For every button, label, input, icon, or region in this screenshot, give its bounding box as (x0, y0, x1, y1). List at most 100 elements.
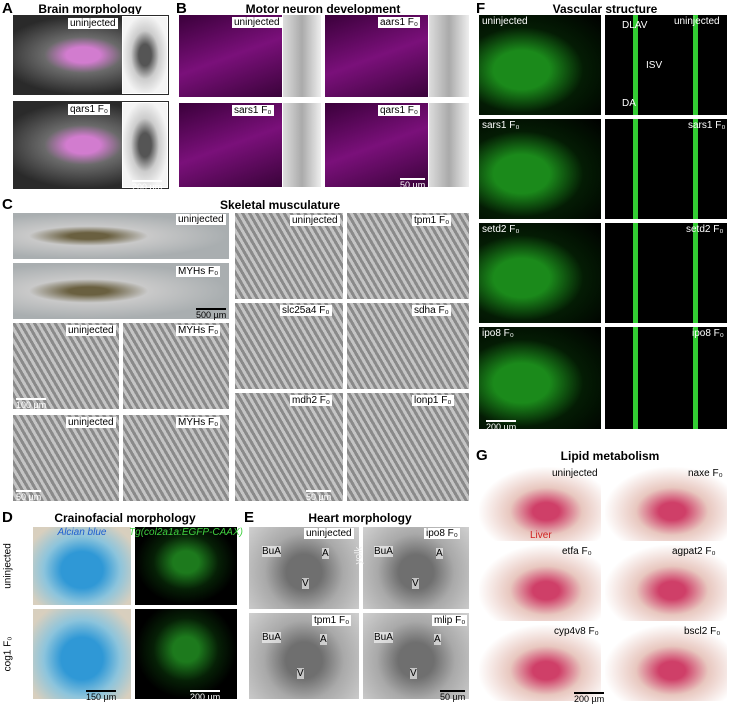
liver-label: Liver (530, 530, 552, 541)
micrograph (346, 212, 470, 300)
tile-label: etfa F₀ (562, 546, 592, 557)
panel-letter: A (2, 0, 13, 17)
tile-label: aars1 F₀ (378, 17, 421, 28)
micrograph (122, 414, 230, 502)
tile-label: bscl2 F₀ (684, 626, 721, 637)
scale-bar: 50 µm (306, 490, 332, 502)
tile-label: tpm1 F₀ (412, 215, 452, 226)
tile-label: uninjected (290, 215, 340, 226)
micrograph (604, 118, 728, 220)
tile-label: uninjected (68, 18, 118, 29)
scale-bar: 200 µm (190, 690, 221, 702)
panel-title: Motor neuron development (245, 2, 401, 16)
micrograph (282, 102, 322, 188)
panel-letter: D (2, 509, 13, 526)
micrograph (346, 392, 470, 502)
panel-title: Crainofacial morphology (54, 511, 196, 525)
column-label: Tg(col2a1a:EGFP-CAAX) (129, 527, 243, 538)
micrograph (428, 102, 470, 188)
tile-label: uninjected (66, 417, 116, 428)
micrograph (478, 466, 602, 542)
tile-label: sdha F₀ (412, 305, 451, 316)
panel-letter: G (476, 447, 488, 464)
micrograph (248, 612, 360, 700)
micrograph (122, 16, 168, 94)
annotation: BuA (262, 632, 281, 643)
micrograph (604, 326, 728, 430)
scale-bar: 200 µm (574, 692, 605, 704)
scale-bar: 50 µm (440, 690, 466, 702)
tile-label: ipo8 F₀ (424, 528, 460, 539)
tile-label: uninjected (482, 16, 528, 27)
annotation: ISV (646, 60, 663, 71)
annotation: BuA (374, 546, 393, 557)
row-label: uninjected (2, 543, 14, 589)
tile-label: sars1 F₀ (232, 105, 274, 116)
micrograph (32, 526, 132, 606)
micrograph (134, 608, 238, 700)
row-label: cog1 F₀ (2, 636, 14, 672)
micrograph (362, 526, 470, 610)
micrograph (122, 322, 230, 410)
tile-label: mlip F₀ (432, 615, 468, 626)
annotation: V (297, 668, 304, 679)
tile-label: cyp4v8 F₀ (554, 626, 599, 637)
micrograph (234, 302, 344, 390)
tile-label: sars1 F₀ (482, 120, 520, 131)
panel-title: Vascular structure (552, 2, 658, 16)
tile-label: setd2 F₀ (686, 224, 724, 235)
micrograph (478, 222, 602, 324)
micrograph (282, 14, 322, 98)
tile-label: uninjected (66, 325, 116, 336)
tile-label: MYHs F₀ (176, 417, 221, 428)
tile-label: uninjected (674, 16, 720, 27)
micrograph (12, 414, 120, 502)
micrograph (248, 526, 360, 610)
scale-bar: 200 µm (132, 180, 163, 192)
annotation: V (302, 578, 309, 589)
micrograph (12, 322, 120, 410)
micrograph (478, 326, 602, 430)
tile-label: uninjected (552, 468, 598, 479)
micrograph (362, 612, 470, 700)
scale-bar: 500 µm (196, 308, 227, 320)
tile-label: MYHs F₀ (176, 325, 221, 336)
panel-title: Lipid metabolism (560, 449, 660, 463)
micrograph (478, 624, 602, 702)
micrograph (32, 608, 132, 700)
tile-label: qars1 F₀ (68, 104, 111, 115)
scale-bar: 50 µm (16, 490, 42, 502)
tile-label: mdh2 F₀ (290, 395, 333, 406)
annotation: DA (622, 98, 636, 109)
annotation: V (410, 668, 417, 679)
panel-letter: B (176, 0, 187, 17)
scale-bar: 200 µm (486, 420, 517, 432)
tile-label: sars1 F₀ (688, 120, 726, 131)
micrograph (134, 526, 238, 606)
micrograph (478, 544, 602, 622)
annotation: A (320, 634, 327, 645)
panel-letter: C (2, 196, 13, 213)
annotation: DLAV (622, 20, 648, 31)
annotation: BuA (262, 546, 281, 557)
micrograph (234, 392, 344, 502)
panel-title: Brain morphology (38, 2, 142, 16)
annotation: A (436, 548, 443, 559)
column-label: Alcian blue (57, 527, 107, 538)
annotation: A (434, 634, 441, 645)
scale-bar: 150 µm (86, 690, 117, 702)
micrograph (234, 212, 344, 300)
tile-label: lonp1 F₀ (412, 395, 454, 406)
annotation: V (412, 578, 419, 589)
scale-bar: 50 µm (400, 178, 426, 190)
tile-label: ipo8 F₀ (482, 328, 514, 339)
micrograph (604, 222, 728, 324)
annotation: yolk (353, 546, 365, 565)
micrograph (346, 302, 470, 390)
panel-title: Heart morphology (308, 511, 412, 525)
panel-title: Skeletal musculature (219, 198, 341, 212)
micrograph (604, 14, 728, 116)
tile-label: uninjected (176, 214, 226, 225)
tile-label: qars1 F₀ (378, 105, 421, 116)
tile-label: uninjected (304, 528, 354, 539)
